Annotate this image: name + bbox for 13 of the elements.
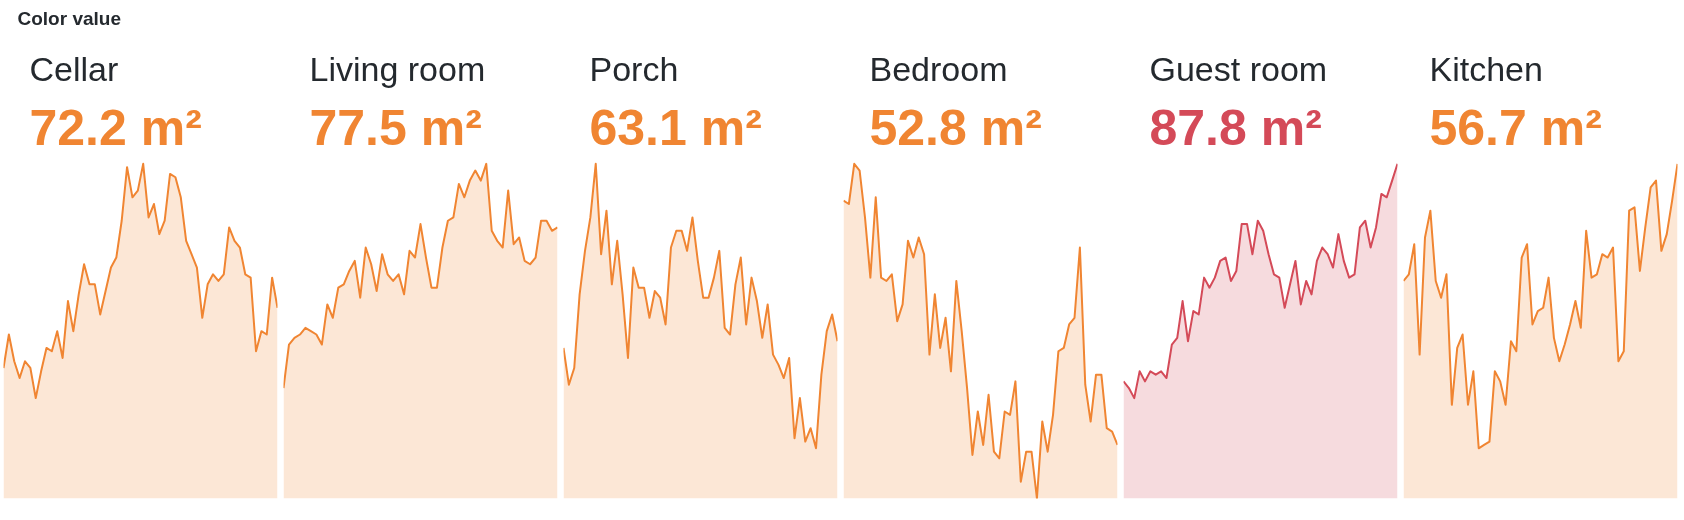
text: 77.5 m² — [309, 99, 482, 156]
chart-title: Bedroom — [869, 49, 1008, 88]
chart-title: Kitchen — [1429, 49, 1543, 88]
text: 72.2 m² — [29, 99, 202, 156]
text: 63.1 m² — [589, 99, 762, 156]
text: 52.8 m² — [869, 99, 1042, 156]
chart-title: Living room — [309, 49, 486, 88]
text: 56.7 m² — [1429, 99, 1602, 156]
chart-title: Guest room — [1149, 49, 1328, 88]
chart-title: Cellar — [29, 49, 119, 88]
text: Color value — [17, 7, 121, 29]
chart-title: Porch — [589, 49, 679, 88]
text: 87.8 m² — [1149, 99, 1322, 156]
